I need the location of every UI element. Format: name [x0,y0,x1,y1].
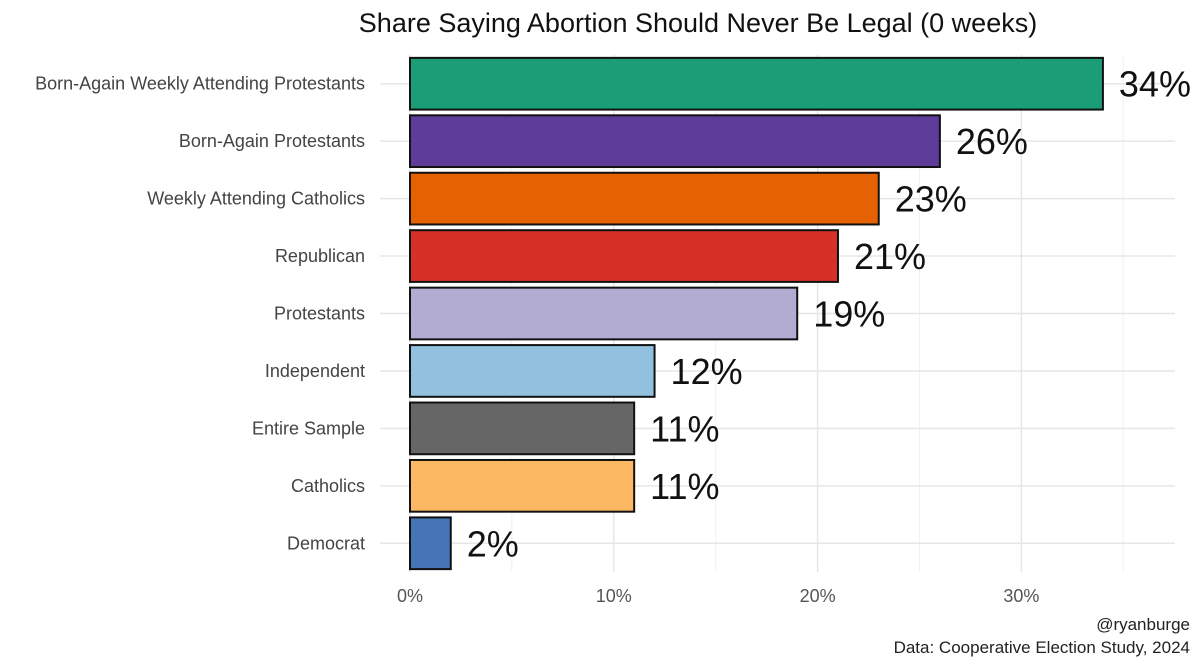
value-label: 21% [854,236,926,277]
value-label: 12% [671,351,743,392]
caption-author: @ryanburge [1096,615,1190,634]
bar [409,401,636,456]
value-label: 2% [467,523,519,564]
x-tick-label: 30% [1003,586,1039,606]
category-label: Weekly Attending Catholics [147,189,365,209]
category-label: Entire Sample [252,418,365,438]
x-tick-label: 20% [800,586,836,606]
category-label: Democrat [287,533,365,553]
value-labels: 34% 26% 23% 21% 19% 12% 11% 11% 2% [467,64,1191,565]
bar [409,516,452,571]
category-labels: Born-Again Weekly Attending Protestants B… [35,74,365,554]
bar [409,56,1104,111]
bar [409,171,880,226]
bar [409,229,839,283]
x-tick-label: 10% [596,586,632,606]
value-label: 19% [813,294,885,335]
value-label: 11% [650,466,719,507]
bar [409,286,799,341]
category-label: Catholics [291,476,365,496]
bars [409,56,1104,571]
value-label: 11% [650,408,719,449]
category-label: Independent [265,361,365,381]
category-label: Republican [275,246,365,266]
x-axis-ticks: 0% 10% 20% 30% [397,586,1039,606]
caption-source: Data: Cooperative Election Study, 2024 [894,638,1190,657]
category-label: Protestants [274,304,365,324]
bar [409,458,636,513]
chart-title: Share Saying Abortion Should Never Be Le… [359,8,1037,38]
category-label: Born-Again Protestants [179,131,365,151]
category-label: Born-Again Weekly Attending Protestants [35,74,365,94]
value-label: 26% [956,121,1028,162]
x-tick-label: 0% [397,586,423,606]
value-label: 23% [895,179,967,220]
bar [409,344,656,398]
bar [409,114,941,169]
value-label: 34% [1119,64,1191,105]
